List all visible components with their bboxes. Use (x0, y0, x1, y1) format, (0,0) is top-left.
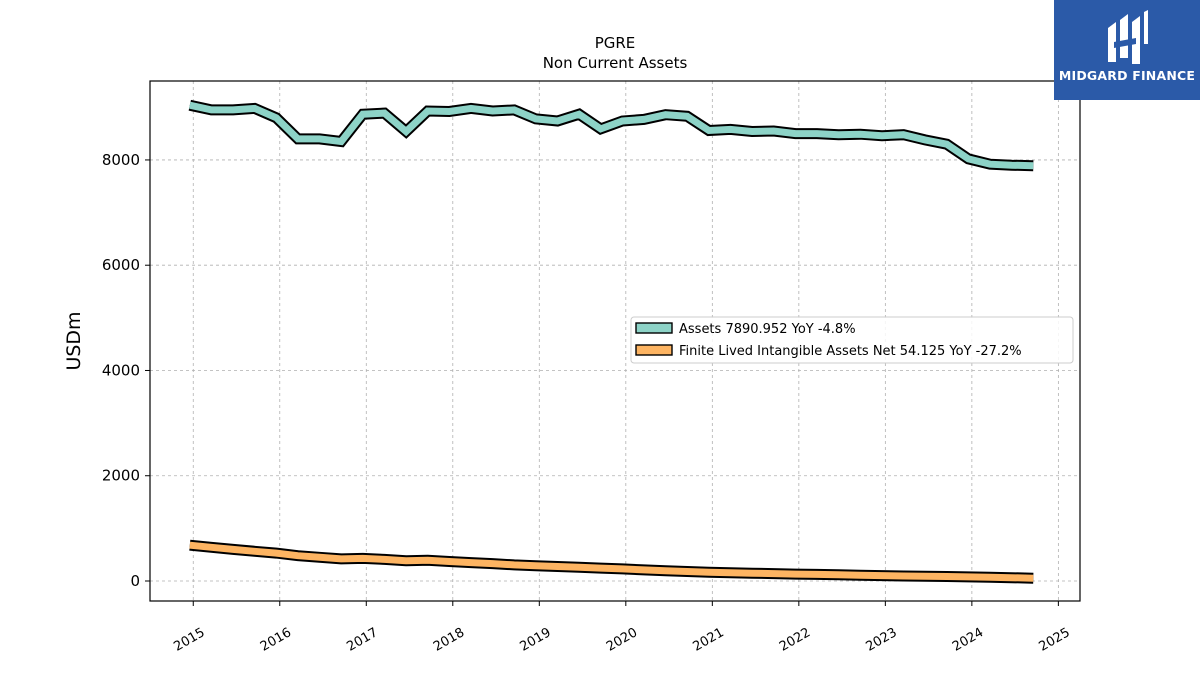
y-axis-label: USDm (63, 311, 85, 370)
legend-box (630, 316, 1074, 364)
x-tick-label: 2025 (1037, 625, 1073, 655)
x-tick-label: 2024 (950, 625, 986, 655)
logo-mark-icon (1108, 10, 1148, 64)
x-tick-label: 2015 (171, 625, 207, 655)
legend-swatch-assets (635, 322, 673, 334)
series-0-line (189, 101, 1034, 170)
x-tick-label: 2023 (864, 625, 900, 655)
series-1-line (189, 541, 1034, 582)
x-tick-label: 2020 (604, 625, 640, 655)
brand-name: MIDGARD FINANCE (1058, 68, 1196, 83)
x-tick-label: 2022 (777, 625, 813, 655)
x-tick-label: 2021 (690, 625, 726, 655)
legend-label-intangibles: Finite Lived Intangible Assets Net 54.12… (679, 344, 1022, 359)
legend-label-assets: Assets 7890.952 YoY -4.8% (679, 322, 856, 337)
plot-frame (149, 80, 1081, 602)
y-tick-label: 2000 (102, 467, 140, 485)
y-tick-label: 4000 (102, 361, 140, 379)
x-tick-label: 2017 (344, 625, 380, 655)
brand-logo: MIDGARD FINANCE (1054, 0, 1200, 100)
legend-swatch-intangibles (635, 344, 673, 356)
legend: Assets 7890.952 YoY -4.8% Finite Lived I… (630, 316, 1074, 364)
y-tick-label: 8000 (102, 151, 140, 169)
series-lines (188, 99, 1034, 584)
chart-subtitle: Non Current Assets (543, 54, 688, 72)
x-tick-label: 2016 (258, 625, 294, 655)
y-tick-label: 6000 (102, 256, 140, 274)
x-tick-label: 2018 (431, 625, 467, 655)
y-tick-label: 0 (130, 572, 140, 590)
x-tick-label: 2019 (517, 625, 553, 655)
chart-title: PGRE (595, 34, 636, 52)
